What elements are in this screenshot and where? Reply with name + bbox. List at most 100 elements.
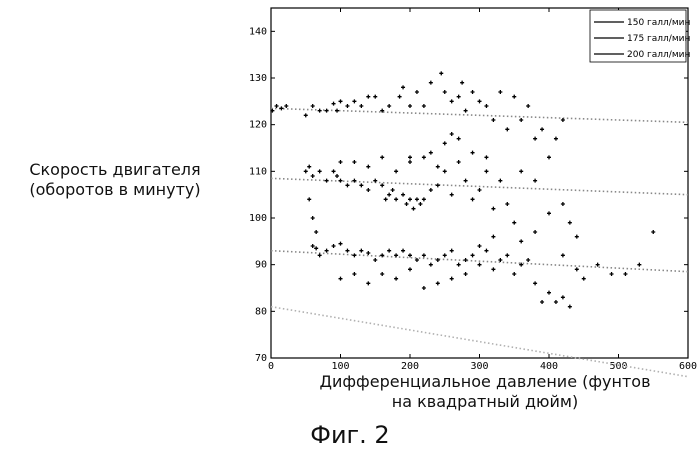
data-point: [311, 104, 315, 108]
data-point: [561, 295, 565, 299]
data-point: [540, 300, 544, 304]
data-point: [651, 230, 655, 234]
data-point: [637, 263, 641, 267]
data-point: [352, 253, 356, 257]
legend-label: 200 галл/мин: [627, 50, 690, 60]
data-point: [345, 183, 349, 187]
x-tick-label: 600: [679, 361, 697, 372]
data-point: [314, 246, 318, 250]
data-point: [533, 137, 537, 141]
data-point: [596, 263, 600, 267]
data-point: [284, 104, 288, 108]
data-point: [478, 188, 482, 192]
data-point: [526, 104, 530, 108]
data-point: [325, 109, 329, 113]
x-tick-label: 200: [401, 361, 419, 372]
data-point: [491, 118, 495, 122]
y-tick-label: 80: [255, 306, 267, 317]
data-point: [505, 127, 509, 131]
data-point: [373, 258, 377, 262]
data-point: [547, 211, 551, 215]
data-point: [335, 174, 339, 178]
x-tick-label: 500: [609, 361, 627, 372]
data-point: [408, 267, 412, 271]
data-point: [422, 253, 426, 257]
data-point: [512, 272, 516, 276]
data-point: [464, 179, 468, 183]
data-point: [339, 99, 343, 103]
data-point: [450, 277, 454, 281]
data-point: [339, 160, 343, 164]
data-point: [373, 179, 377, 183]
y-tick-label: 110: [249, 166, 267, 177]
data-point: [422, 104, 426, 108]
data-point: [366, 251, 370, 255]
data-point: [568, 305, 572, 309]
data-point: [307, 165, 311, 169]
data-point: [387, 249, 391, 253]
data-point: [415, 90, 419, 94]
data-point: [401, 193, 405, 197]
data-point: [394, 169, 398, 173]
data-point: [429, 151, 433, 155]
data-point: [405, 202, 409, 206]
data-point: [561, 202, 565, 206]
y-tick-label: 140: [249, 26, 267, 37]
x-tick-label: 100: [331, 361, 349, 372]
data-point: [332, 169, 336, 173]
data-point: [533, 179, 537, 183]
data-point: [547, 155, 551, 159]
data-point: [623, 272, 627, 276]
data-point: [512, 95, 516, 99]
data-point: [498, 90, 502, 94]
data-point: [415, 197, 419, 201]
data-point: [429, 263, 433, 267]
data-point: [408, 253, 412, 257]
data-point: [491, 207, 495, 211]
data-point: [394, 197, 398, 201]
data-point: [318, 169, 322, 173]
data-point: [491, 267, 495, 271]
data-point: [471, 253, 475, 257]
data-point: [411, 207, 415, 211]
data-point: [318, 109, 322, 113]
data-point: [352, 99, 356, 103]
data-point: [384, 197, 388, 201]
y-tick-label: 130: [249, 73, 267, 84]
data-point: [568, 221, 572, 225]
data-point: [359, 249, 363, 253]
data-point: [275, 104, 279, 108]
data-point: [471, 151, 475, 155]
data-point: [339, 242, 343, 246]
data-point: [460, 81, 464, 85]
y-tick-label: 90: [255, 260, 267, 271]
data-point: [484, 169, 488, 173]
data-point: [519, 239, 523, 243]
data-point: [345, 249, 349, 253]
data-point: [505, 253, 509, 257]
x-tick-label: 400: [540, 361, 558, 372]
data-point: [359, 104, 363, 108]
data-point: [526, 258, 530, 262]
data-point: [325, 249, 329, 253]
data-point: [380, 155, 384, 159]
data-point: [575, 267, 579, 271]
data-point: [366, 165, 370, 169]
data-point: [391, 188, 395, 192]
data-point: [422, 155, 426, 159]
data-point: [279, 106, 283, 110]
data-point: [471, 90, 475, 94]
data-point: [450, 132, 454, 136]
data-point: [519, 118, 523, 122]
data-point: [352, 272, 356, 276]
data-point: [408, 104, 412, 108]
data-point: [307, 197, 311, 201]
data-point: [443, 90, 447, 94]
data-point: [408, 197, 412, 201]
data-point: [436, 183, 440, 187]
data-point: [335, 109, 339, 113]
y-tick-label: 120: [249, 120, 267, 131]
data-point: [457, 95, 461, 99]
data-point: [443, 141, 447, 145]
data-point: [505, 202, 509, 206]
